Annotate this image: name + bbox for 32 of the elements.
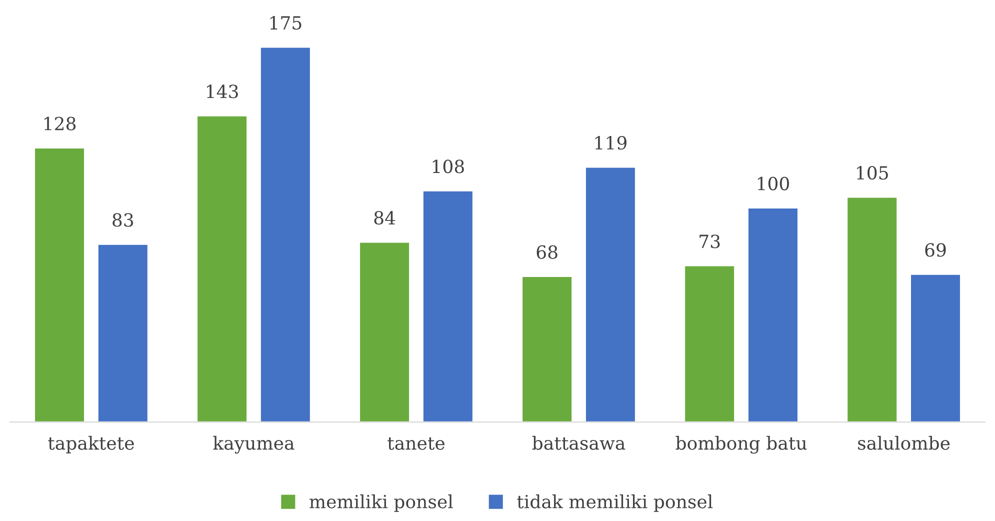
data-label: 84	[374, 211, 396, 225]
x-tick-label: tapaktete	[48, 436, 134, 454]
x-tick-label: salulombe	[858, 436, 950, 450]
data-label: 175	[270, 16, 302, 30]
legend-label: tidak memiliki ponsel	[517, 494, 713, 512]
x-tick-label: kayumea	[213, 436, 294, 454]
data-label: 105	[857, 166, 888, 180]
bar	[521, 276, 573, 422]
bar	[422, 190, 474, 422]
data-label: 73	[700, 234, 720, 248]
data-label: 119	[595, 136, 626, 150]
bar	[846, 196, 898, 422]
x-tick-label: battasawa	[532, 436, 626, 450]
bar	[358, 241, 410, 422]
x-tick-label: bombong batu	[676, 436, 807, 454]
bar	[684, 264, 736, 422]
data-label: 143	[207, 84, 238, 98]
x-tick-label: tanete	[388, 437, 444, 450]
data-label: 108	[432, 160, 464, 174]
data-label: 68	[536, 245, 558, 259]
bar	[910, 273, 962, 422]
data-label: 100	[758, 176, 789, 190]
bar	[747, 207, 799, 422]
data-label: 69	[925, 243, 946, 257]
bar	[97, 243, 149, 422]
bar	[34, 147, 86, 422]
legend-label: memiliki ponsel	[310, 494, 453, 512]
bar	[196, 114, 248, 422]
bar	[260, 46, 312, 422]
bar	[584, 166, 636, 422]
data-label: 128	[44, 116, 76, 130]
data-label: 83	[112, 213, 134, 227]
